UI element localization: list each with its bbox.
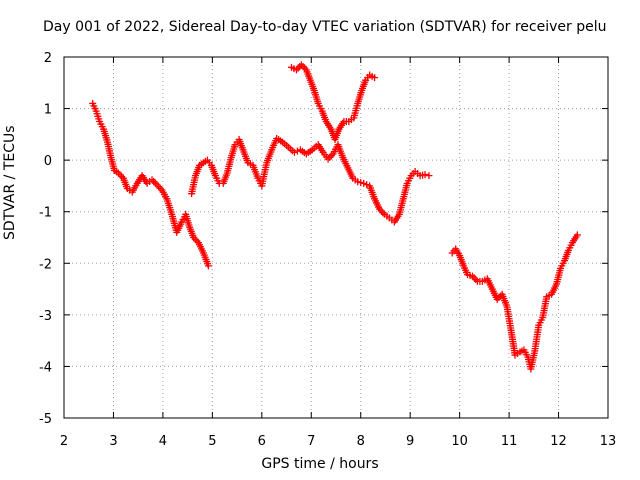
data-point-marker bbox=[297, 61, 305, 69]
data-points bbox=[89, 61, 581, 373]
y-tick-label: 2 bbox=[44, 51, 52, 66]
x-tick-label: 12 bbox=[550, 434, 567, 449]
data-point-marker bbox=[294, 64, 302, 72]
y-tick-label: -3 bbox=[39, 309, 52, 324]
x-tick-label: 7 bbox=[307, 434, 315, 449]
x-tick-label: 4 bbox=[159, 434, 167, 449]
y-tick-label: -4 bbox=[39, 360, 52, 375]
x-tick-label: 8 bbox=[357, 434, 365, 449]
data-point-marker bbox=[425, 172, 433, 180]
chart-title: Day 001 of 2022, Sidereal Day-to-day VTE… bbox=[43, 19, 607, 35]
data-point-marker bbox=[299, 62, 307, 70]
grid-lines bbox=[64, 57, 608, 418]
data-point-marker bbox=[151, 179, 159, 187]
x-tick-label: 3 bbox=[109, 434, 117, 449]
y-tick-label: 1 bbox=[44, 103, 52, 118]
data-point-marker bbox=[573, 231, 581, 239]
data-point-marker bbox=[155, 183, 163, 191]
x-tick-label: 13 bbox=[600, 434, 617, 449]
data-point-marker bbox=[472, 276, 480, 284]
data-point-marker bbox=[204, 262, 212, 270]
x-tick-label: 2 bbox=[60, 434, 68, 449]
y-tick-label: -1 bbox=[39, 206, 52, 221]
y-tick-label: -2 bbox=[39, 257, 52, 272]
x-tick-label: 5 bbox=[208, 434, 216, 449]
x-axis-label: GPS time / hours bbox=[261, 456, 379, 472]
plot-frame bbox=[63, 56, 609, 419]
x-tick-label: 9 bbox=[406, 434, 414, 449]
data-point-marker bbox=[371, 74, 379, 82]
data-point-marker bbox=[153, 181, 161, 189]
data-point-marker bbox=[150, 177, 158, 185]
x-tick-label: 6 bbox=[258, 434, 266, 449]
data-point-marker bbox=[379, 209, 387, 217]
y-tick-label: -5 bbox=[39, 412, 52, 427]
data-point-marker bbox=[421, 171, 429, 179]
x-tick-label: 10 bbox=[451, 434, 468, 449]
x-tick-label: 11 bbox=[501, 434, 518, 449]
y-tick-label: 0 bbox=[44, 154, 52, 169]
